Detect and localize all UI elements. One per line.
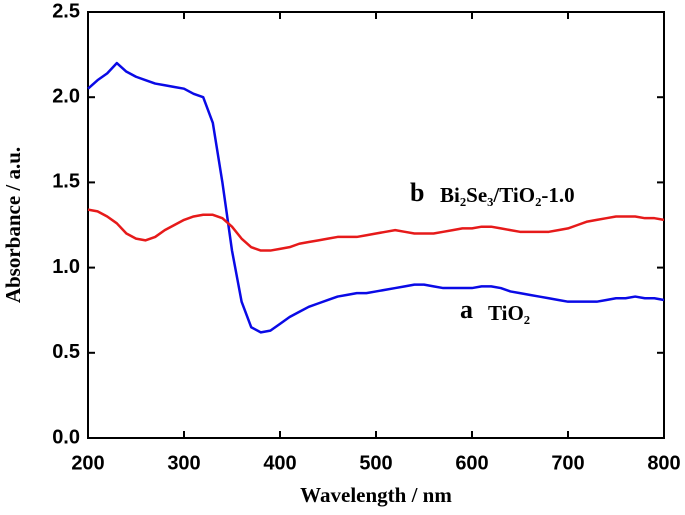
data-line bbox=[87, 61, 665, 334]
y-tick-label: 1.0 bbox=[52, 256, 80, 278]
y-tick-label: 2.0 bbox=[52, 85, 80, 107]
x-tick-label: 600 bbox=[455, 452, 488, 474]
y-tick-label: 0.5 bbox=[52, 341, 80, 363]
annotation-text: TiO₂ bbox=[488, 301, 530, 325]
annotation-letter: b bbox=[410, 178, 424, 207]
x-tick-label: 800 bbox=[647, 452, 680, 474]
x-tick-label: 700 bbox=[551, 452, 584, 474]
x-tick-label: 200 bbox=[71, 452, 104, 474]
x-tick-label: 300 bbox=[167, 452, 200, 474]
x-axis-label: Wavelength / nm bbox=[300, 483, 452, 507]
annotation-text: Bi₂Se₃/TiO₂-1.0 bbox=[440, 183, 575, 207]
data-line bbox=[87, 208, 665, 252]
y-tick-label: 1.5 bbox=[52, 171, 80, 193]
annotation-letter: a bbox=[460, 295, 473, 324]
x-tick-label: 400 bbox=[263, 452, 296, 474]
y-tick-label: 2.5 bbox=[52, 0, 80, 22]
y-axis-label: Absorbance / a.u. bbox=[1, 147, 25, 303]
y-tick-label: 0.0 bbox=[52, 426, 80, 448]
x-tick-label: 500 bbox=[359, 452, 392, 474]
